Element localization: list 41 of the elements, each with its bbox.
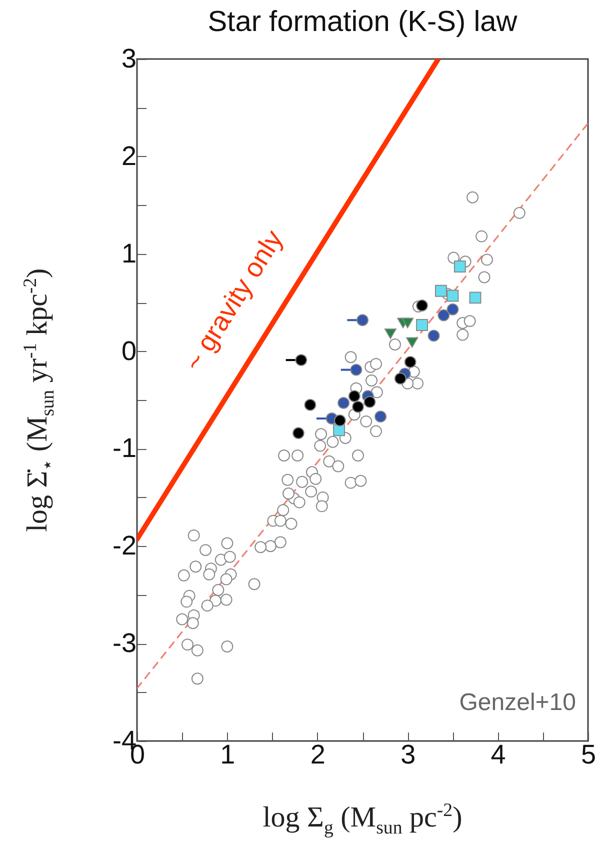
point (469, 292, 482, 304)
point (446, 303, 459, 316)
point (295, 354, 308, 366)
point (454, 260, 466, 272)
point (350, 364, 362, 376)
x-tick-label: 2 (310, 740, 326, 770)
y-tick-label: 0 (121, 336, 136, 366)
y-tick-label: 3 (121, 44, 136, 74)
point (364, 396, 376, 408)
point (304, 398, 316, 411)
x-tick-label: 3 (400, 740, 416, 770)
y-tick-label: 2 (121, 140, 136, 171)
point (406, 337, 418, 348)
point (352, 400, 364, 413)
y-tick-label: 1 (121, 238, 136, 268)
point (333, 424, 346, 436)
point (374, 410, 387, 423)
y-tick-label: -2 (112, 530, 136, 561)
point (416, 319, 428, 331)
y-tick-label: -1 (112, 433, 136, 464)
chart-title: Star formation (K-S) law (208, 6, 518, 38)
point (334, 414, 346, 426)
point (416, 300, 428, 312)
y-tick-label: -3 (112, 628, 136, 658)
point (404, 356, 416, 368)
x-tick-label: 5 (580, 740, 596, 770)
point (292, 427, 304, 440)
point (438, 309, 450, 322)
x-axis-title: log Σ$_{g}$ (M$_{sun}$ pc$^{-2}$) (262, 800, 464, 840)
point (356, 314, 368, 326)
x-tick-label: 1 (220, 740, 236, 770)
annotation: Genzel+10 (459, 689, 576, 716)
point (338, 396, 350, 409)
point (434, 284, 447, 297)
point (446, 290, 459, 302)
point (428, 330, 440, 342)
point (348, 390, 360, 402)
point (394, 372, 406, 385)
point (384, 328, 396, 339)
x-tick-label: 4 (490, 740, 506, 770)
point (402, 318, 414, 328)
